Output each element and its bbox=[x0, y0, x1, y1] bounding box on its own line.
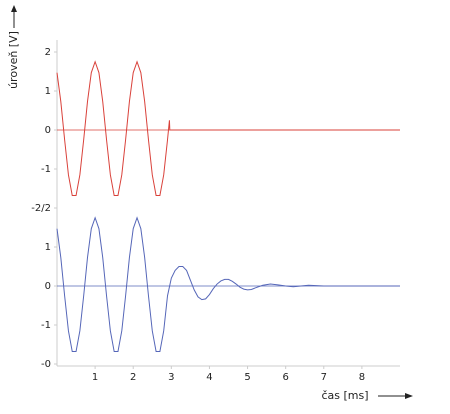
y-tick-label: 1 bbox=[45, 242, 51, 253]
y-tick-label: 0 bbox=[45, 125, 51, 136]
x-tick-label: 6 bbox=[282, 372, 288, 383]
x-arrow-head bbox=[405, 393, 413, 399]
x-axis-label: čas [ms] bbox=[321, 389, 368, 402]
y-tick-label: 0 bbox=[45, 281, 51, 292]
y-axis-label: úroveň [V] bbox=[7, 31, 20, 89]
x-tick-label: 4 bbox=[206, 372, 212, 383]
line bbox=[56, 216, 400, 353]
y-arrow-head bbox=[11, 5, 17, 12]
x-tick-label: 2 bbox=[130, 372, 136, 383]
x-tick-label: 3 bbox=[168, 372, 174, 383]
y-tick-label: -0 bbox=[41, 359, 51, 370]
x-tick-label: 8 bbox=[359, 372, 365, 383]
x-tick-label: 5 bbox=[244, 372, 250, 383]
y-tick-label: -1 bbox=[41, 164, 51, 175]
x-tick-label: 7 bbox=[321, 372, 327, 383]
y-tick-label: -1 bbox=[41, 320, 51, 331]
x-tick-label: 1 bbox=[92, 372, 98, 383]
line bbox=[56, 60, 400, 197]
y-tick-label: -2/2 bbox=[31, 203, 51, 214]
y-tick-label: 1 bbox=[45, 86, 51, 97]
y-tick-label: 2 bbox=[45, 47, 51, 58]
